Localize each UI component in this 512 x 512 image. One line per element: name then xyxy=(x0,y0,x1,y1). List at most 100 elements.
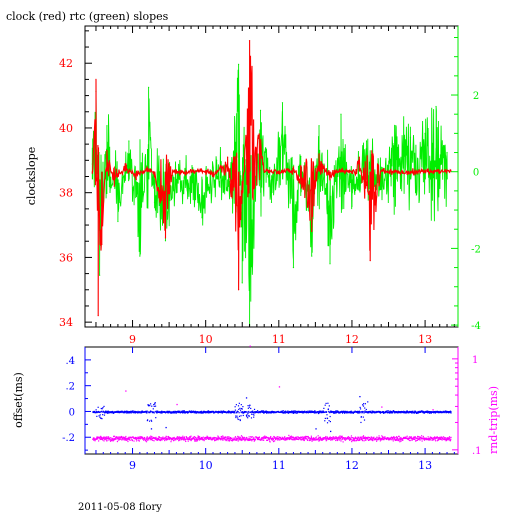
magenta-data-point xyxy=(215,439,217,441)
blue-data-point xyxy=(435,411,437,413)
bottom-axes-group: 9 10 11 12 13 -.2 0 .2 .4 .1 1 xyxy=(62,347,482,472)
blue-data-point xyxy=(242,414,244,417)
magenta-data-point xyxy=(298,437,300,439)
blue-data-point xyxy=(379,411,381,413)
blue-data-point xyxy=(445,412,447,414)
blue-data-point xyxy=(450,412,452,414)
magenta-data-point xyxy=(249,439,251,441)
blue-data-point xyxy=(364,403,366,405)
magenta-data-point xyxy=(185,440,187,443)
magenta-data-point xyxy=(170,441,172,443)
blue-data-point xyxy=(297,411,299,414)
magenta-data-point xyxy=(378,437,381,439)
blue-data-point xyxy=(197,412,199,414)
blue-data-point xyxy=(100,411,102,413)
magenta-data-point xyxy=(154,437,157,439)
magenta-data-point xyxy=(135,438,138,440)
magenta-data-point xyxy=(223,438,226,440)
magenta-data-point xyxy=(440,436,442,438)
blue-data-point xyxy=(310,411,313,413)
magenta-data-point xyxy=(251,436,253,438)
blue-data-point xyxy=(117,410,119,413)
magenta-data-point xyxy=(417,438,420,441)
magenta-data-point xyxy=(182,437,184,439)
magenta-data-point xyxy=(354,436,357,438)
magenta-data-point xyxy=(315,438,317,441)
blue-data-point xyxy=(121,410,123,412)
red-slope-point xyxy=(91,172,93,174)
magenta-data-point xyxy=(95,438,97,440)
blue-data-point xyxy=(324,404,326,406)
blue-data-point xyxy=(176,411,178,414)
magenta-data-point xyxy=(360,438,362,440)
blue-data-point xyxy=(263,412,265,414)
magenta-data-point xyxy=(428,439,431,441)
magenta-data-point xyxy=(208,437,210,439)
red-slope-point xyxy=(146,166,148,168)
magenta-data-point xyxy=(251,440,253,442)
blue-data-point xyxy=(248,415,251,417)
green-slope-point xyxy=(99,274,101,276)
blue-data-point xyxy=(344,411,346,413)
blue-data-point xyxy=(248,415,250,417)
magenta-data-point xyxy=(176,436,178,438)
magenta-data-point xyxy=(225,436,227,438)
magenta-data-point xyxy=(370,438,372,440)
blue-data-point xyxy=(156,412,158,414)
red-slope-point xyxy=(95,78,97,81)
magenta-data-point xyxy=(269,440,271,442)
magenta-data-point xyxy=(311,440,313,442)
blue-data-point xyxy=(411,410,413,413)
magenta-data-point xyxy=(257,438,259,440)
bottom-y2-tick-label: 1 xyxy=(472,355,478,366)
blue-data-point xyxy=(101,418,103,420)
magenta-data-point xyxy=(157,438,160,440)
magenta-data-point xyxy=(190,435,192,437)
magenta-data-point xyxy=(235,437,237,439)
blue-data-point xyxy=(102,407,104,409)
magenta-data-point xyxy=(444,437,446,439)
magenta-data-point xyxy=(158,436,161,439)
blue-data-point xyxy=(255,411,257,413)
blue-data-point xyxy=(330,410,333,413)
magenta-data-point xyxy=(435,440,437,442)
magenta-data-point xyxy=(286,437,288,439)
blue-data-point xyxy=(387,410,389,412)
blue-data-point xyxy=(337,411,339,413)
magenta-data-point xyxy=(305,436,308,438)
magenta-data-point xyxy=(96,437,98,439)
magenta-data-point xyxy=(177,436,179,438)
magenta-data-point xyxy=(385,437,387,439)
magenta-data-point xyxy=(241,436,243,438)
magenta-outlier-point xyxy=(249,345,251,347)
magenta-data-point xyxy=(99,438,101,441)
magenta-data-point xyxy=(201,437,204,439)
magenta-data-point xyxy=(178,437,180,439)
magenta-data-point xyxy=(126,437,129,439)
magenta-data-point xyxy=(226,437,229,439)
blue-data-point xyxy=(359,406,361,409)
magenta-data-point xyxy=(381,435,383,437)
blue-data-point xyxy=(152,408,154,410)
top-axes-group: 9 10 11 12 13 34 36 38 40 42 -4 -2 0 2 xyxy=(59,26,481,346)
magenta-data-point xyxy=(412,437,414,439)
magenta-data-point xyxy=(302,437,304,440)
magenta-data-point xyxy=(133,440,135,442)
magenta-data-point xyxy=(287,437,290,439)
magenta-data-point xyxy=(200,437,202,440)
magenta-data-point xyxy=(194,440,196,442)
magenta-data-point xyxy=(143,439,145,441)
blue-data-point xyxy=(349,412,351,414)
magenta-data-point xyxy=(395,439,398,441)
magenta-data-point xyxy=(112,437,114,439)
red-slope-point xyxy=(292,166,295,168)
magenta-data-point xyxy=(317,438,319,440)
magenta-data-point xyxy=(426,438,428,441)
magenta-data-point xyxy=(227,438,229,440)
blue-data-point xyxy=(408,412,410,414)
blue-data-point xyxy=(392,410,394,412)
magenta-data-point xyxy=(234,439,236,441)
magenta-data-point xyxy=(348,436,350,439)
blue-data-point xyxy=(426,410,428,412)
blue-data-point xyxy=(388,411,391,413)
